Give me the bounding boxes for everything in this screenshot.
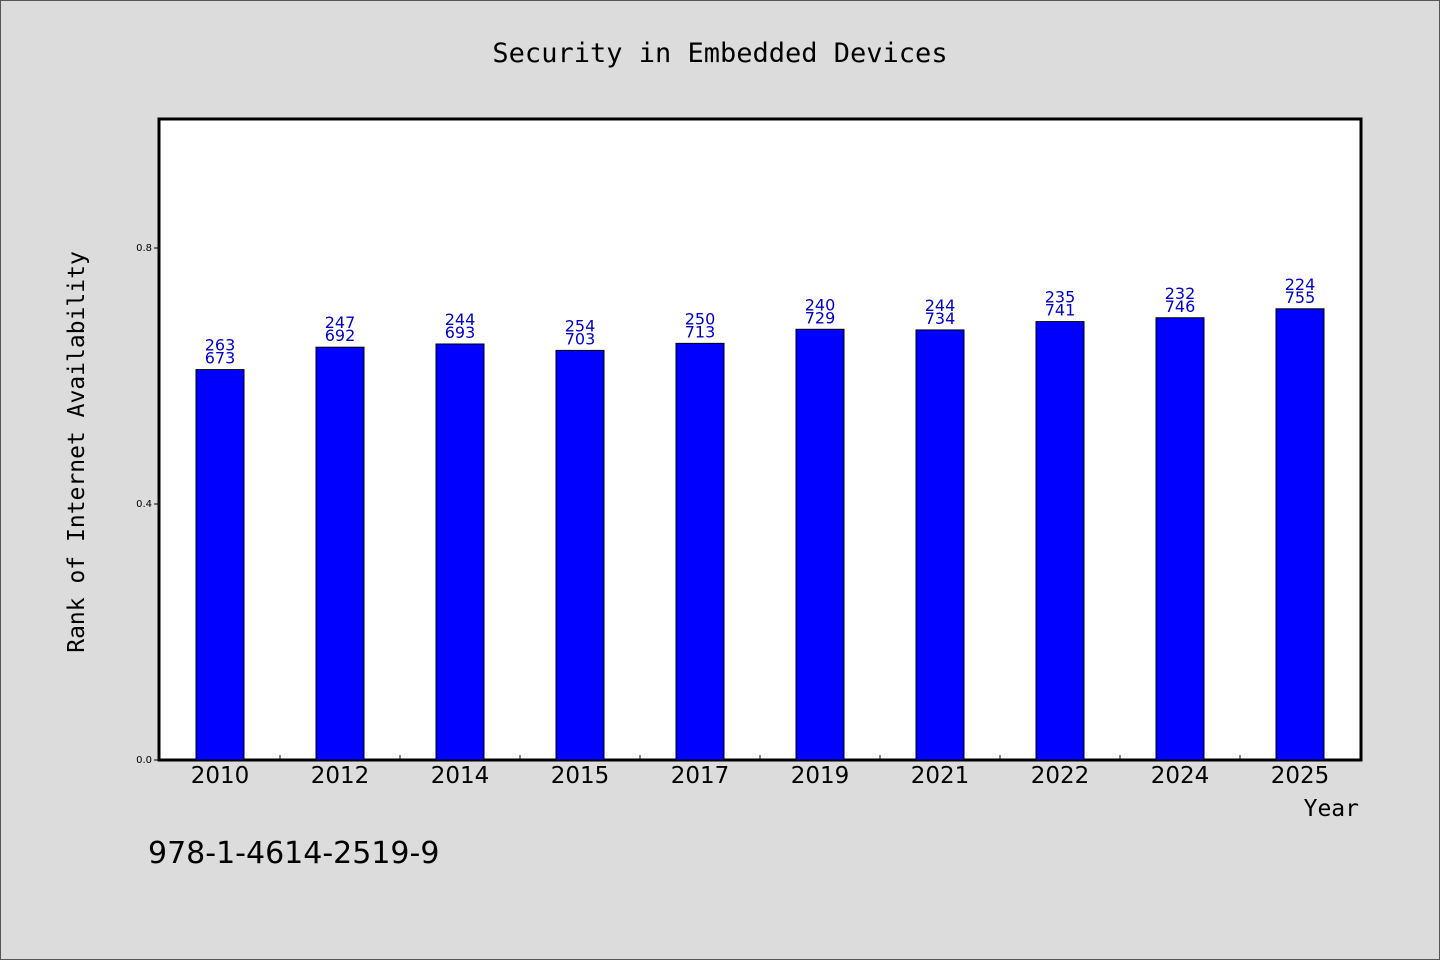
- bar: [675, 342, 725, 761]
- bar: [795, 328, 845, 761]
- chart-title: Security in Embedded Devices: [492, 38, 947, 69]
- x-tick-label: 2014: [431, 763, 490, 789]
- x-tick-label: 2017: [671, 763, 730, 789]
- bar: [915, 329, 965, 761]
- bars-group: [195, 308, 1325, 761]
- x-tick-label: 2010: [191, 763, 250, 789]
- isbn-label: 978-1-4614-2519-9: [148, 836, 439, 871]
- x-tick-label: 2012: [311, 763, 370, 789]
- bar: [315, 346, 365, 761]
- bar: [1155, 317, 1205, 761]
- x-tick-label: 2025: [1271, 763, 1330, 789]
- y-axis: 0.0 0.4 0.8: [136, 243, 160, 766]
- bar-label-bottom: 692: [325, 326, 356, 345]
- bar-label-bottom: 755: [1285, 288, 1316, 307]
- bar-label-top: 232: [1165, 284, 1196, 303]
- bar-label-top: 250: [685, 309, 716, 328]
- bar-label-bottom: 713: [685, 322, 716, 341]
- bar-label-bottom: 734: [925, 309, 956, 328]
- x-tick-label: 2021: [911, 763, 970, 789]
- x-tick-label: 2015: [551, 763, 610, 789]
- y-tick-label: 0.4: [136, 499, 152, 510]
- bar: [555, 349, 605, 761]
- x-tick-label: 2019: [791, 763, 850, 789]
- bar-label-bottom: 741: [1045, 301, 1076, 320]
- bar-label-top: 244: [925, 296, 956, 315]
- x-tick-label: 2022: [1031, 763, 1090, 789]
- bar-label-top: 244: [445, 310, 476, 329]
- y-axis-title: Rank of Internet Availability: [64, 251, 90, 653]
- bar-label-top: 224: [1285, 275, 1316, 294]
- bar: [1275, 308, 1325, 761]
- bar: [435, 343, 485, 761]
- bar-label-bottom: 729: [805, 308, 836, 327]
- bar-label-top: 263: [205, 336, 236, 355]
- x-axis-title: Year: [1304, 796, 1359, 822]
- bar: [1035, 321, 1085, 761]
- bar-label-top: 254: [565, 316, 596, 335]
- x-axis: 2010 2012 2014 2015 2017 2019 2021 2022 2024 2025: [191, 755, 1330, 789]
- bar: [195, 369, 245, 761]
- bar-label-top: 247: [325, 313, 356, 332]
- bar-label-top: 235: [1045, 288, 1076, 307]
- bar-label-bottom: 703: [565, 329, 596, 348]
- bar-label-bottom: 693: [445, 323, 476, 342]
- bar-label-bottom: 746: [1165, 297, 1196, 316]
- y-tick-label: 0.0: [136, 755, 152, 766]
- bar-label-bottom: 673: [205, 349, 236, 368]
- bar-label-top: 240: [805, 295, 836, 314]
- x-tick-label: 2024: [1151, 763, 1210, 789]
- y-tick-label: 0.8: [136, 243, 152, 254]
